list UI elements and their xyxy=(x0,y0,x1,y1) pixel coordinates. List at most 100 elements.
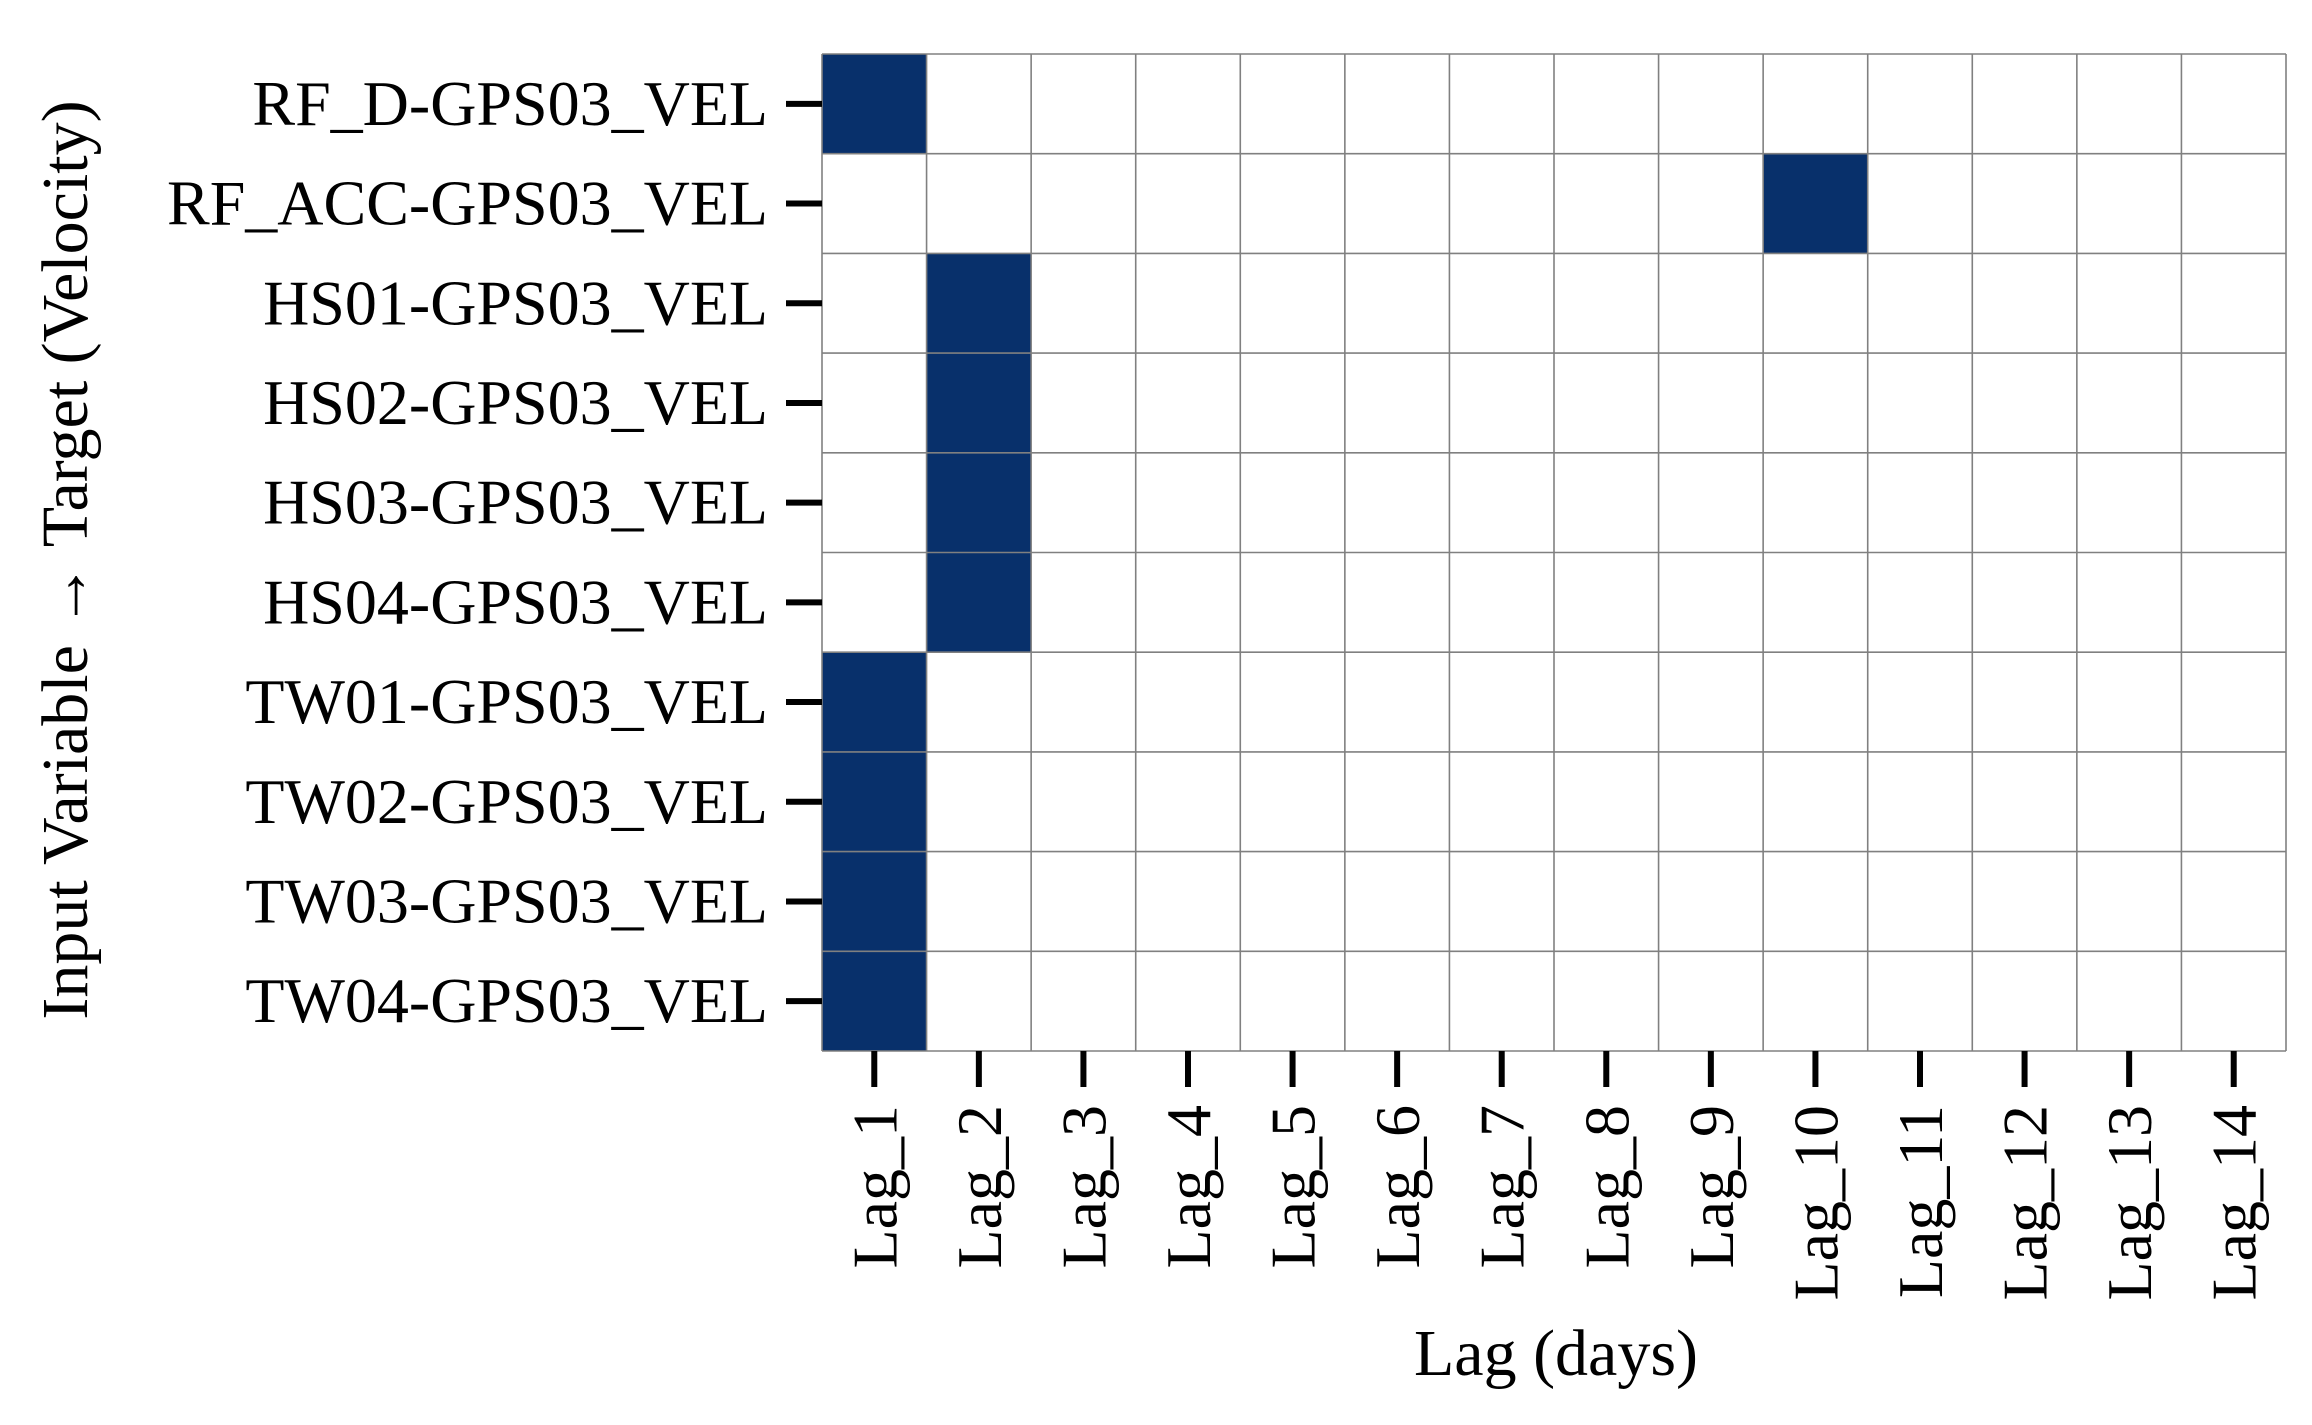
heatmap-cell xyxy=(1554,652,1659,752)
heatmap-cell xyxy=(1135,54,1241,154)
heatmap-cell xyxy=(822,751,927,852)
heatmap-cell xyxy=(1972,452,2077,553)
y-axis-label: Input Variable → Target (Velocity) xyxy=(29,100,102,1019)
heatmap-cell xyxy=(1658,751,1764,852)
heatmap-cell xyxy=(1031,253,1136,354)
heatmap-cell xyxy=(1554,153,1659,254)
x-axis: Lag_1 Lag_2 Lag_3 Lag_4 Lag_5 Lag_6 Lag_7 Lag_8… xyxy=(839,1051,2270,1301)
heatmap-cell xyxy=(1658,452,1764,553)
heatmap-cell xyxy=(926,54,1032,154)
heatmap-cell xyxy=(1031,851,1136,952)
heatmap-cell xyxy=(1031,552,1136,653)
heatmap-cell xyxy=(1240,751,1345,852)
heatmap-cell xyxy=(1763,253,1868,354)
heatmap-cell xyxy=(1031,353,1136,453)
heatmap-cell xyxy=(926,851,1032,952)
heatmap-cell xyxy=(1554,552,1659,653)
heatmap-cell xyxy=(1972,652,2077,752)
x-tick-label: Lag_9 xyxy=(1676,1105,1747,1269)
heatmap-cell xyxy=(2181,951,2286,1051)
heatmap-cell xyxy=(1658,253,1764,354)
heatmap-cell xyxy=(1554,253,1659,354)
heatmap-cell xyxy=(1344,552,1450,653)
heatmap-cell xyxy=(2076,452,2182,553)
heatmap-cell xyxy=(1344,253,1450,354)
heatmap-grid xyxy=(821,53,2287,1052)
heatmap-cell xyxy=(1867,951,1973,1051)
heatmap-cell xyxy=(1867,54,1973,154)
heatmap-cell xyxy=(1240,253,1345,354)
heatmap-cell xyxy=(1763,353,1868,453)
heatmap-cell xyxy=(1135,353,1241,453)
heatmap-cell xyxy=(1344,751,1450,852)
heatmap-cell xyxy=(1867,452,1973,553)
y-tick-label: TW01-GPS03_VEL xyxy=(245,666,768,737)
heatmap-cell xyxy=(2181,54,2286,154)
heatmap-cell xyxy=(1240,652,1345,752)
heatmap-cell xyxy=(1135,652,1241,752)
heatmap-cell xyxy=(2181,452,2286,553)
heatmap-cell xyxy=(1972,751,2077,852)
heatmap-cell xyxy=(1554,452,1659,553)
heatmap-cell xyxy=(1344,951,1450,1051)
heatmap-cell xyxy=(1867,253,1973,354)
heatmap-cell xyxy=(1344,153,1450,254)
heatmap-cell xyxy=(1658,153,1764,254)
heatmap-cell xyxy=(1240,54,1345,154)
x-tick-label: Lag_11 xyxy=(1885,1105,1956,1298)
heatmap-cell xyxy=(1449,54,1554,154)
heatmap-cell xyxy=(1763,751,1868,852)
heatmap-cell xyxy=(1554,353,1659,453)
heatmap-cell xyxy=(1240,153,1345,254)
heatmap-cell xyxy=(2076,851,2182,952)
heatmap-cell xyxy=(1240,353,1345,453)
heatmap-cell xyxy=(1763,652,1868,752)
y-tick-label: HS01-GPS03_VEL xyxy=(263,267,768,338)
x-tick-label: Lag_13 xyxy=(2094,1105,2165,1301)
heatmap-cell xyxy=(1449,253,1554,354)
heatmap-cell xyxy=(822,353,927,453)
heatmap-cell xyxy=(1135,452,1241,553)
heatmap-cell xyxy=(1972,951,2077,1051)
heatmap-cell xyxy=(2181,751,2286,852)
y-tick-label: TW04-GPS03_VEL xyxy=(245,965,768,1036)
heatmap-cell xyxy=(1449,552,1554,653)
heatmap-cell xyxy=(1658,54,1764,154)
heatmap-cell xyxy=(926,751,1032,852)
heatmap-cell xyxy=(1972,153,2077,254)
heatmap-cell xyxy=(1031,951,1136,1051)
heatmap-cell xyxy=(1449,851,1554,952)
heatmap-cell xyxy=(2181,552,2286,653)
heatmap-cells xyxy=(822,54,2286,1051)
heatmap-cell xyxy=(2076,153,2182,254)
heatmap-cell xyxy=(1867,851,1973,952)
heatmap-cell xyxy=(1135,851,1241,952)
y-tick-label: RF_D-GPS03_VEL xyxy=(252,68,768,139)
heatmap-cell xyxy=(1972,552,2077,653)
heatmap-cell xyxy=(1449,751,1554,852)
heatmap-cell xyxy=(1449,452,1554,553)
heatmap-cell xyxy=(1867,751,1973,852)
heatmap-cell xyxy=(926,552,1032,653)
heatmap-cell xyxy=(1763,552,1868,653)
y-tick-label: HS03-GPS03_VEL xyxy=(263,467,768,538)
heatmap-cell xyxy=(1135,153,1241,254)
heatmap-cell xyxy=(1867,153,1973,254)
heatmap-cell xyxy=(1031,652,1136,752)
heatmap-cell xyxy=(1240,851,1345,952)
x-tick-label: Lag_5 xyxy=(1258,1105,1329,1269)
heatmap-cell xyxy=(1344,452,1450,553)
heatmap-cell xyxy=(2181,353,2286,453)
heatmap-cell xyxy=(1658,851,1764,952)
heatmap-cell xyxy=(1135,552,1241,653)
x-tick-label: Lag_7 xyxy=(1467,1105,1538,1269)
heatmap-cell xyxy=(1972,353,2077,453)
heatmap-cell xyxy=(1554,851,1659,952)
heatmap-cell xyxy=(822,851,927,952)
heatmap-cell xyxy=(1031,153,1136,254)
heatmap-cell xyxy=(822,652,927,752)
x-axis-label: Lag (days) xyxy=(1414,1317,1698,1390)
heatmap-cell xyxy=(822,153,927,254)
heatmap-cell xyxy=(2181,153,2286,254)
heatmap-cell xyxy=(2181,851,2286,952)
